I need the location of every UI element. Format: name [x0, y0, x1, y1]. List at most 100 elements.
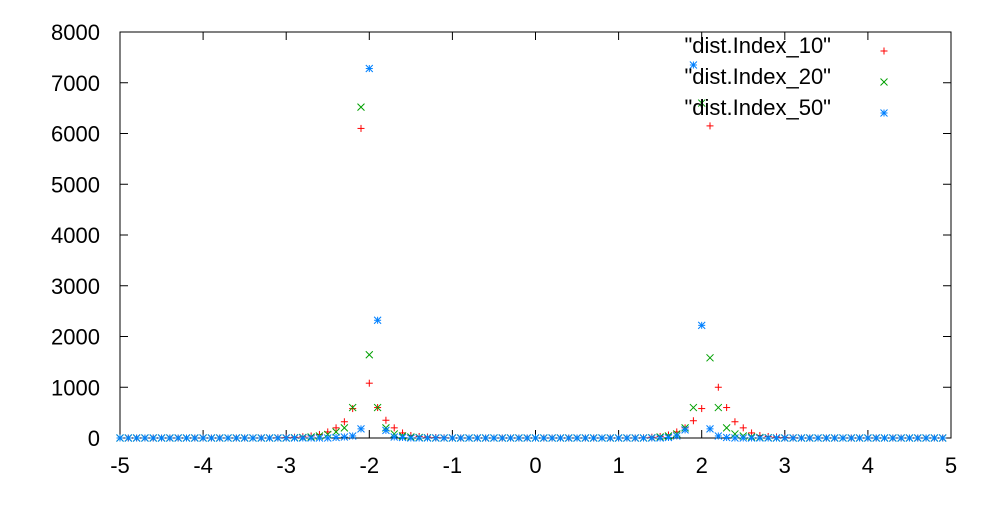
data-point: [382, 426, 390, 435]
legend-marker: [880, 47, 888, 55]
data-point: [573, 434, 581, 442]
legend-label: "dist.Index_10": [685, 33, 832, 58]
data-point: [789, 434, 797, 442]
data-point: [448, 434, 457, 442]
data-point: [365, 350, 374, 359]
data-point: [357, 103, 365, 111]
data-point: [872, 434, 881, 442]
data-point: [564, 434, 573, 442]
data-point: [797, 434, 806, 442]
x-tick-label: -5: [110, 453, 130, 478]
data-point: [697, 321, 706, 330]
data-point: [913, 434, 922, 442]
data-point: [382, 416, 390, 424]
y-tick-label: 6000: [51, 122, 100, 147]
data-point: [373, 316, 382, 325]
data-point: [265, 434, 274, 442]
x-tick-label: -3: [276, 453, 296, 478]
data-point: [764, 434, 773, 442]
data-point: [307, 434, 315, 442]
data-point: [290, 434, 299, 442]
data-point: [348, 403, 357, 412]
data-point: [556, 434, 565, 442]
series-2: [116, 99, 947, 442]
data-point: [348, 432, 357, 440]
data-point: [166, 434, 174, 442]
data-point: [905, 434, 914, 442]
data-point: [714, 403, 723, 412]
data-point: [490, 434, 498, 442]
data-point: [822, 434, 831, 442]
y-tick-label: 3000: [51, 274, 100, 299]
data-point: [706, 353, 714, 362]
data-point: [689, 417, 697, 425]
data-point: [756, 434, 764, 442]
data-point: [747, 434, 756, 442]
data-point: [739, 434, 748, 442]
data-point: [523, 434, 532, 442]
data-point: [814, 434, 822, 442]
data-point: [274, 434, 282, 442]
data-point: [689, 403, 698, 412]
data-point: [415, 434, 424, 442]
x-tick-label: 4: [862, 453, 874, 478]
data-point: [864, 434, 872, 442]
data-point: [124, 434, 133, 442]
data-point: [706, 425, 714, 433]
data-point: [456, 434, 465, 442]
data-point: [157, 434, 166, 442]
legend: "dist.Index_10" "dist.Index_20" "dist.Inde…: [685, 33, 888, 120]
data-point: [548, 434, 556, 442]
data-point: [631, 434, 640, 442]
data-point: [839, 434, 847, 442]
data-point: [473, 434, 482, 442]
data-point: [772, 434, 781, 442]
data-point: [539, 434, 548, 442]
legend-label: "dist.Index_20": [685, 64, 832, 89]
series-1: [116, 122, 947, 442]
data-point: [116, 434, 124, 442]
data-point: [498, 434, 507, 442]
data-point: [481, 434, 490, 442]
data-points: [116, 61, 947, 442]
data-point: [722, 423, 731, 432]
data-point: [847, 434, 856, 442]
data-point: [689, 61, 698, 69]
data-point: [332, 428, 340, 436]
data-point: [598, 434, 606, 442]
data-point: [614, 434, 623, 442]
data-point: [232, 434, 241, 442]
data-point: [340, 423, 349, 432]
data-point: [697, 99, 706, 107]
data-point: [938, 434, 947, 442]
data-point: [731, 418, 739, 426]
data-point: [390, 433, 399, 441]
data-point: [714, 383, 722, 391]
data-point: [315, 434, 324, 442]
y-tick-label: 5000: [51, 172, 100, 197]
y-tick-label: 7000: [51, 71, 100, 96]
data-point: [365, 64, 374, 73]
data-point: [406, 434, 415, 442]
data-point: [664, 433, 673, 442]
data-point: [357, 124, 365, 132]
data-point: [323, 430, 332, 439]
data-point: [174, 434, 183, 442]
data-point: [623, 434, 631, 442]
x-tick-label: 3: [779, 453, 791, 478]
data-point: [780, 434, 789, 442]
data-point: [182, 434, 191, 442]
data-point: [224, 434, 232, 442]
x-tick-label: 1: [612, 453, 624, 478]
x-tick-label: -4: [193, 453, 213, 478]
data-point: [880, 434, 889, 442]
data-point: [282, 434, 291, 442]
data-point: [739, 424, 747, 432]
data-point: [681, 426, 689, 434]
x-tick-label: -2: [360, 453, 380, 478]
y-tick-label: 2000: [51, 325, 100, 350]
axes: [119, 31, 952, 439]
legend-marker: [880, 78, 888, 86]
